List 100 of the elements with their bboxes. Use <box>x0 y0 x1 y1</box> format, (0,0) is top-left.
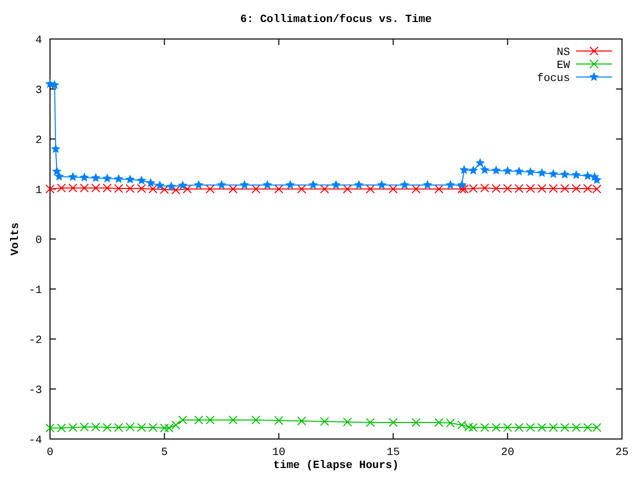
point <box>560 170 570 179</box>
point <box>126 184 135 193</box>
point <box>571 170 581 180</box>
y-tick-label: 2 <box>35 135 42 147</box>
point <box>262 180 272 190</box>
point <box>114 423 124 432</box>
point <box>514 184 524 193</box>
point <box>434 418 444 427</box>
point <box>274 184 284 194</box>
point <box>560 184 570 193</box>
point <box>80 184 89 192</box>
point <box>503 184 512 193</box>
point <box>537 184 546 193</box>
point <box>91 422 100 432</box>
point <box>492 184 501 193</box>
point <box>148 423 158 432</box>
point <box>480 165 490 174</box>
point <box>422 180 432 190</box>
point <box>251 184 260 194</box>
point <box>526 167 536 176</box>
point <box>274 416 284 425</box>
point <box>492 423 501 432</box>
point <box>126 422 135 432</box>
point <box>178 416 188 424</box>
point <box>54 172 64 181</box>
point <box>366 184 375 194</box>
point <box>434 184 444 194</box>
point <box>148 184 158 194</box>
point <box>178 180 188 190</box>
y-tick-label: -2 <box>28 335 42 347</box>
point <box>160 424 169 432</box>
point <box>514 166 524 176</box>
point <box>572 184 581 193</box>
point <box>446 180 456 190</box>
y-tick-label: -1 <box>28 285 42 297</box>
point <box>468 423 478 432</box>
point <box>308 180 318 190</box>
point <box>548 169 558 178</box>
x-axis-title: time (Elapse Hours) <box>273 460 399 472</box>
point <box>537 168 547 178</box>
point <box>548 423 558 432</box>
point <box>320 417 330 426</box>
point <box>331 180 341 190</box>
point <box>171 420 180 430</box>
point <box>102 174 112 183</box>
point <box>514 423 524 432</box>
point <box>412 184 421 194</box>
point <box>46 184 54 194</box>
point <box>582 171 592 180</box>
x-tick-label: 0 <box>46 447 54 459</box>
point <box>526 184 535 193</box>
point <box>206 416 215 424</box>
point <box>446 418 455 428</box>
y-axis-title: Volts <box>10 222 22 256</box>
point <box>102 184 112 192</box>
point <box>228 416 238 424</box>
y-tick-label: 1 <box>35 185 42 197</box>
point <box>56 424 66 432</box>
point <box>80 172 90 182</box>
point <box>216 180 226 190</box>
x-tick-label: 5 <box>161 447 168 459</box>
point <box>503 423 512 432</box>
x-tick-label: 25 <box>615 447 629 459</box>
point <box>114 184 124 193</box>
y-tick-label: 3 <box>35 85 42 97</box>
point <box>194 416 204 424</box>
x-tick-label: 20 <box>501 447 514 459</box>
point <box>412 418 421 427</box>
point <box>146 178 156 188</box>
point <box>46 424 54 432</box>
point <box>68 423 78 432</box>
point <box>459 165 469 174</box>
point <box>502 166 512 176</box>
point <box>68 184 78 192</box>
point <box>166 182 176 191</box>
point <box>137 423 146 432</box>
y-tick-label: 0 <box>35 235 42 247</box>
point <box>68 172 78 182</box>
point <box>572 423 581 432</box>
point <box>50 144 60 154</box>
point <box>468 166 478 175</box>
point <box>228 184 238 194</box>
point <box>537 423 546 432</box>
y-tick-label: -3 <box>28 385 42 397</box>
point <box>164 424 174 432</box>
point <box>206 184 215 194</box>
legend-label: focus <box>536 73 570 85</box>
point <box>91 173 101 182</box>
point <box>388 418 398 427</box>
point <box>592 175 602 184</box>
x-tick-label: 10 <box>272 447 286 459</box>
point <box>475 158 485 168</box>
point <box>114 174 124 184</box>
point <box>137 184 146 193</box>
point <box>457 180 467 190</box>
point <box>480 423 490 432</box>
point <box>285 180 295 190</box>
point <box>297 184 306 194</box>
point <box>297 416 306 426</box>
point <box>136 176 146 185</box>
